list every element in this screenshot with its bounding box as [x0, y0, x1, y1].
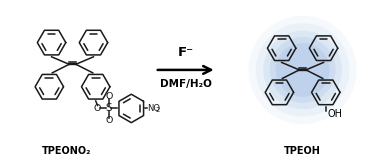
Text: DMF/H₂O: DMF/H₂O — [160, 79, 211, 89]
Text: NO: NO — [147, 104, 160, 113]
Circle shape — [270, 37, 336, 103]
Text: OH: OH — [327, 109, 342, 119]
Circle shape — [263, 31, 342, 109]
Text: O: O — [105, 92, 112, 101]
Text: TPEONO₂: TPEONO₂ — [42, 146, 92, 156]
Text: F⁻: F⁻ — [178, 46, 194, 59]
Circle shape — [248, 16, 357, 124]
Text: TPEOH: TPEOH — [284, 146, 321, 156]
Circle shape — [256, 23, 349, 117]
Text: S: S — [106, 103, 112, 113]
Circle shape — [276, 43, 329, 97]
Text: O: O — [105, 116, 112, 125]
Text: O: O — [94, 104, 101, 113]
Text: 2: 2 — [155, 107, 159, 113]
